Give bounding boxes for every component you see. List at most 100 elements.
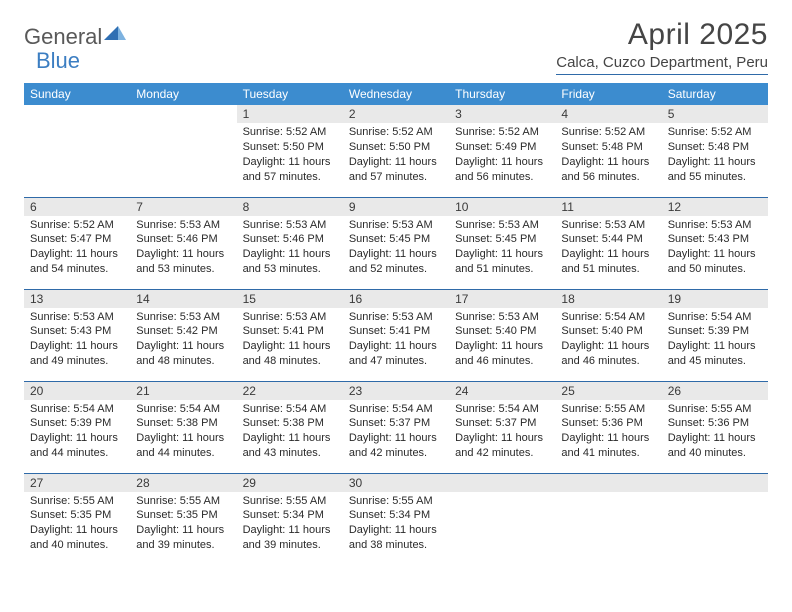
day-number: 1 (237, 105, 343, 123)
day-number: 19 (662, 290, 768, 308)
weekday-header: Sunday (24, 83, 130, 105)
sunrise-line: Sunrise: 5:54 AM (136, 402, 230, 417)
calendar-body: 1Sunrise: 5:52 AMSunset: 5:50 PMDaylight… (24, 105, 768, 565)
sunrise-line: Sunrise: 5:55 AM (349, 494, 443, 509)
sunrise-line: Sunrise: 5:52 AM (668, 125, 762, 140)
sunset-line: Sunset: 5:41 PM (349, 324, 443, 339)
daylight-line: Daylight: 11 hours and 44 minutes. (136, 431, 230, 461)
calendar-row: 6Sunrise: 5:52 AMSunset: 5:47 PMDaylight… (24, 197, 768, 289)
daylight-line: Daylight: 11 hours and 46 minutes. (561, 339, 655, 369)
page-subtitle: Calca, Cuzco Department, Peru (556, 54, 768, 75)
day-number: 2 (343, 105, 449, 123)
day-details: Sunrise: 5:53 AMSunset: 5:46 PMDaylight:… (130, 216, 236, 281)
day-number: 23 (343, 382, 449, 400)
sunrise-line: Sunrise: 5:55 AM (243, 494, 337, 509)
calendar-cell: 5Sunrise: 5:52 AMSunset: 5:48 PMDaylight… (662, 105, 768, 197)
calendar-cell: 10Sunrise: 5:53 AMSunset: 5:45 PMDayligh… (449, 197, 555, 289)
sunrise-line: Sunrise: 5:54 AM (30, 402, 124, 417)
calendar-cell: 15Sunrise: 5:53 AMSunset: 5:41 PMDayligh… (237, 289, 343, 381)
day-number: 15 (237, 290, 343, 308)
calendar-cell: 23Sunrise: 5:54 AMSunset: 5:37 PMDayligh… (343, 381, 449, 473)
weekday-header: Wednesday (343, 83, 449, 105)
calendar-cell: 8Sunrise: 5:53 AMSunset: 5:46 PMDaylight… (237, 197, 343, 289)
logo-text-blue: Blue (36, 48, 80, 74)
sunset-line: Sunset: 5:34 PM (243, 508, 337, 523)
day-details: Sunrise: 5:53 AMSunset: 5:43 PMDaylight:… (24, 308, 130, 373)
day-details: Sunrise: 5:54 AMSunset: 5:39 PMDaylight:… (662, 308, 768, 373)
sunset-line: Sunset: 5:36 PM (668, 416, 762, 431)
day-details: Sunrise: 5:55 AMSunset: 5:35 PMDaylight:… (24, 492, 130, 557)
logo-text-gray: General (24, 24, 102, 50)
daylight-line: Daylight: 11 hours and 54 minutes. (30, 247, 124, 277)
day-number: 12 (662, 198, 768, 216)
day-details: Sunrise: 5:53 AMSunset: 5:40 PMDaylight:… (449, 308, 555, 373)
day-details: Sunrise: 5:52 AMSunset: 5:48 PMDaylight:… (662, 123, 768, 188)
daylight-line: Daylight: 11 hours and 56 minutes. (455, 155, 549, 185)
day-details (555, 492, 661, 498)
daylight-line: Daylight: 11 hours and 39 minutes. (136, 523, 230, 553)
sunset-line: Sunset: 5:38 PM (243, 416, 337, 431)
calendar-cell: 28Sunrise: 5:55 AMSunset: 5:35 PMDayligh… (130, 473, 236, 565)
day-number: 13 (24, 290, 130, 308)
calendar-cell: 20Sunrise: 5:54 AMSunset: 5:39 PMDayligh… (24, 381, 130, 473)
day-details (130, 123, 236, 129)
sunrise-line: Sunrise: 5:54 AM (561, 310, 655, 325)
day-number: 25 (555, 382, 661, 400)
calendar-cell: 27Sunrise: 5:55 AMSunset: 5:35 PMDayligh… (24, 473, 130, 565)
day-details: Sunrise: 5:53 AMSunset: 5:46 PMDaylight:… (237, 216, 343, 281)
calendar-cell: 11Sunrise: 5:53 AMSunset: 5:44 PMDayligh… (555, 197, 661, 289)
sunset-line: Sunset: 5:50 PM (243, 140, 337, 155)
weekday-header: Thursday (449, 83, 555, 105)
day-number: 17 (449, 290, 555, 308)
weekday-header: Tuesday (237, 83, 343, 105)
sunrise-line: Sunrise: 5:53 AM (243, 310, 337, 325)
calendar-cell: 9Sunrise: 5:53 AMSunset: 5:45 PMDaylight… (343, 197, 449, 289)
day-number: 9 (343, 198, 449, 216)
calendar-cell: 14Sunrise: 5:53 AMSunset: 5:42 PMDayligh… (130, 289, 236, 381)
day-details: Sunrise: 5:55 AMSunset: 5:36 PMDaylight:… (662, 400, 768, 465)
daylight-line: Daylight: 11 hours and 53 minutes. (136, 247, 230, 277)
daylight-line: Daylight: 11 hours and 46 minutes. (455, 339, 549, 369)
day-number: 26 (662, 382, 768, 400)
sunrise-line: Sunrise: 5:52 AM (243, 125, 337, 140)
sunset-line: Sunset: 5:38 PM (136, 416, 230, 431)
calendar-cell: 16Sunrise: 5:53 AMSunset: 5:41 PMDayligh… (343, 289, 449, 381)
sunset-line: Sunset: 5:44 PM (561, 232, 655, 247)
calendar-cell: 22Sunrise: 5:54 AMSunset: 5:38 PMDayligh… (237, 381, 343, 473)
calendar-cell: 12Sunrise: 5:53 AMSunset: 5:43 PMDayligh… (662, 197, 768, 289)
calendar-cell: 3Sunrise: 5:52 AMSunset: 5:49 PMDaylight… (449, 105, 555, 197)
sunset-line: Sunset: 5:39 PM (30, 416, 124, 431)
sunrise-line: Sunrise: 5:55 AM (30, 494, 124, 509)
logo-icon (104, 24, 126, 50)
sunrise-line: Sunrise: 5:53 AM (668, 218, 762, 233)
sunrise-line: Sunrise: 5:53 AM (136, 218, 230, 233)
day-details: Sunrise: 5:52 AMSunset: 5:47 PMDaylight:… (24, 216, 130, 281)
sunrise-line: Sunrise: 5:53 AM (561, 218, 655, 233)
sunrise-line: Sunrise: 5:55 AM (136, 494, 230, 509)
sunrise-line: Sunrise: 5:54 AM (455, 402, 549, 417)
day-number: 7 (130, 198, 236, 216)
day-number (449, 474, 555, 492)
sunset-line: Sunset: 5:47 PM (30, 232, 124, 247)
sunset-line: Sunset: 5:40 PM (561, 324, 655, 339)
sunrise-line: Sunrise: 5:53 AM (243, 218, 337, 233)
calendar-cell: 7Sunrise: 5:53 AMSunset: 5:46 PMDaylight… (130, 197, 236, 289)
day-details: Sunrise: 5:53 AMSunset: 5:45 PMDaylight:… (449, 216, 555, 281)
sunset-line: Sunset: 5:37 PM (349, 416, 443, 431)
day-details: Sunrise: 5:52 AMSunset: 5:49 PMDaylight:… (449, 123, 555, 188)
day-number (24, 105, 130, 123)
daylight-line: Daylight: 11 hours and 57 minutes. (243, 155, 337, 185)
day-details: Sunrise: 5:55 AMSunset: 5:36 PMDaylight:… (555, 400, 661, 465)
day-details: Sunrise: 5:52 AMSunset: 5:50 PMDaylight:… (237, 123, 343, 188)
calendar-cell (555, 473, 661, 565)
daylight-line: Daylight: 11 hours and 40 minutes. (668, 431, 762, 461)
daylight-line: Daylight: 11 hours and 40 minutes. (30, 523, 124, 553)
day-details: Sunrise: 5:54 AMSunset: 5:40 PMDaylight:… (555, 308, 661, 373)
daylight-line: Daylight: 11 hours and 53 minutes. (243, 247, 337, 277)
calendar-row: 1Sunrise: 5:52 AMSunset: 5:50 PMDaylight… (24, 105, 768, 197)
sunrise-line: Sunrise: 5:55 AM (668, 402, 762, 417)
daylight-line: Daylight: 11 hours and 48 minutes. (136, 339, 230, 369)
day-details: Sunrise: 5:55 AMSunset: 5:34 PMDaylight:… (343, 492, 449, 557)
day-number: 14 (130, 290, 236, 308)
sunrise-line: Sunrise: 5:53 AM (349, 218, 443, 233)
